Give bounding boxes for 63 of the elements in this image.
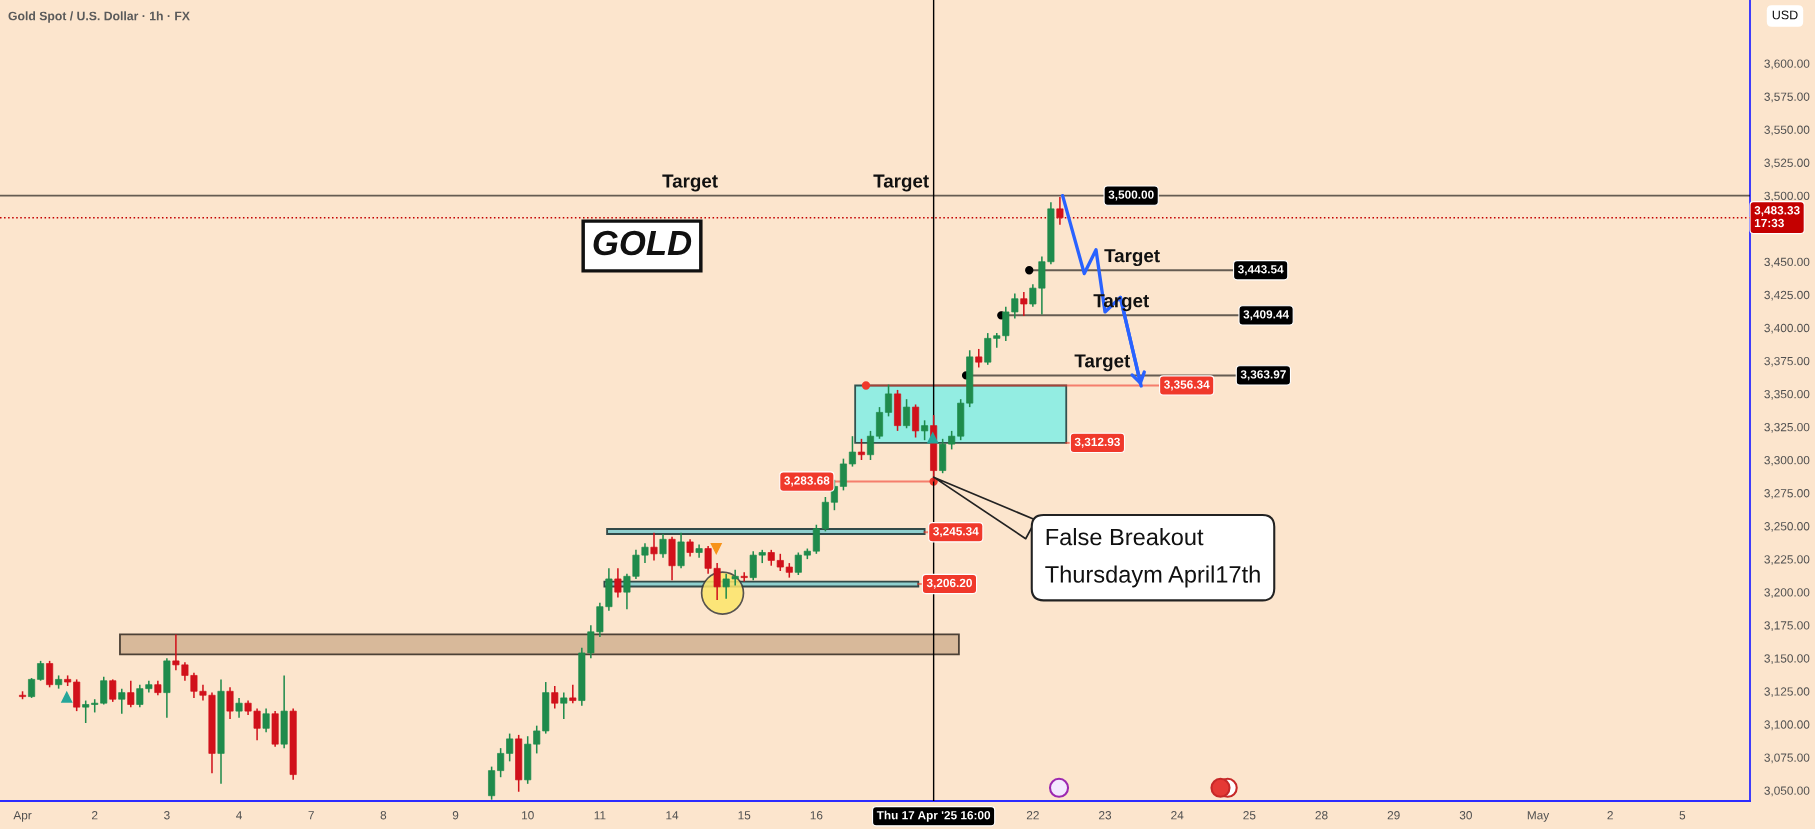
x-tick-label: 10 (522, 811, 534, 820)
y-tick-label: 3,375.00 (1764, 356, 1810, 367)
y-axis-title: USD (1772, 10, 1798, 20)
y-tick-label: 3,225.00 (1764, 555, 1810, 565)
y-tick-label: 3,350.00 (1764, 389, 1810, 400)
y-tick-label: 3,275.00 (1764, 489, 1810, 499)
ref-line-label: 3,443.54 (1237, 265, 1284, 276)
y-tick-label: 3,175.00 (1764, 621, 1810, 631)
x-tick-label: 5 (1679, 811, 1686, 820)
y-tick-label: 3,500.00 (1764, 191, 1810, 202)
y-tick-label: 3,575.00 (1764, 92, 1810, 103)
x-tick-label: 9 (452, 811, 459, 820)
x-tick-label: 25 (1243, 811, 1256, 820)
annotation: Target (662, 174, 718, 192)
x-tick-label: 28 (1315, 811, 1328, 820)
annotation: False Breakout Thursdaym April17th (1045, 528, 1260, 588)
x-tick-label: 2 (1607, 811, 1613, 820)
ref-line-label: 3,356.34 (1164, 380, 1210, 391)
x-tick-label: 15 (738, 811, 751, 820)
ref-line-label: 3,245.34 (933, 527, 979, 538)
text: Gold Spot / U.S. Dollar · 1h · FX (8, 11, 190, 23)
ref-line-label: 3,206.20 (926, 578, 972, 589)
annotation: Target (873, 174, 929, 192)
x-tick-label: 8 (380, 811, 387, 820)
ref-line-label: 3,312.93 (1074, 437, 1120, 448)
x-tick-label: 30 (1459, 811, 1472, 820)
y-tick-label: 3,550.00 (1764, 125, 1810, 136)
y-tick-label: 3,450.00 (1764, 257, 1810, 268)
y-tick-label: 3,325.00 (1764, 422, 1810, 433)
y-tick-label: 3,400.00 (1764, 323, 1810, 334)
y-tick-label: 3,200.00 (1764, 588, 1810, 598)
x-tick-label: 7 (308, 811, 314, 820)
x-tick-label: 16 (810, 811, 823, 820)
x-tick-label: 3 (164, 811, 170, 820)
x-tick-label: 11 (594, 811, 606, 820)
x-tick-label: May (1527, 811, 1550, 822)
y-tick-label: 3,600.00 (1764, 59, 1810, 70)
ref-line-label: 3,483.33 17:33 (1754, 206, 1800, 228)
ref-line-label: 3,500.00 (1108, 190, 1154, 201)
y-tick-label: 3,075.00 (1764, 753, 1810, 764)
x-tick-label: 24 (1171, 811, 1184, 820)
y-tick-label: 3,525.00 (1764, 158, 1810, 169)
annotation: Target (1074, 354, 1131, 372)
x-tick-label: Apr (13, 811, 32, 822)
x-tick-label: 14 (666, 811, 679, 820)
y-tick-label: 3,125.00 (1764, 687, 1810, 698)
y-tick-label: 3,150.00 (1764, 654, 1810, 665)
ref-line-label: 3,409.44 (1243, 310, 1289, 321)
y-tick-label: 3,425.00 (1764, 290, 1810, 301)
y-tick-label: 3,300.00 (1764, 456, 1810, 466)
x-tick-label: 22 (1026, 811, 1039, 820)
annotation: GOLD (593, 230, 692, 256)
y-tick-label: 3,250.00 (1764, 522, 1810, 532)
x-tick-label: 29 (1387, 811, 1400, 820)
y-tick-label: 3,100.00 (1764, 720, 1810, 731)
x-tick-label: Thu 17 Apr '25 16:00 (876, 810, 991, 822)
x-tick-label: 2 (92, 811, 98, 820)
annotation: Target (1104, 249, 1160, 267)
x-tick-label: 23 (1099, 811, 1112, 820)
ref-line-label: 3,283.68 (784, 476, 830, 487)
y-tick-label: 3,050.00 (1764, 786, 1810, 797)
x-tick-label: 4 (236, 811, 242, 820)
ref-line-label: 3,363.97 (1240, 370, 1286, 381)
